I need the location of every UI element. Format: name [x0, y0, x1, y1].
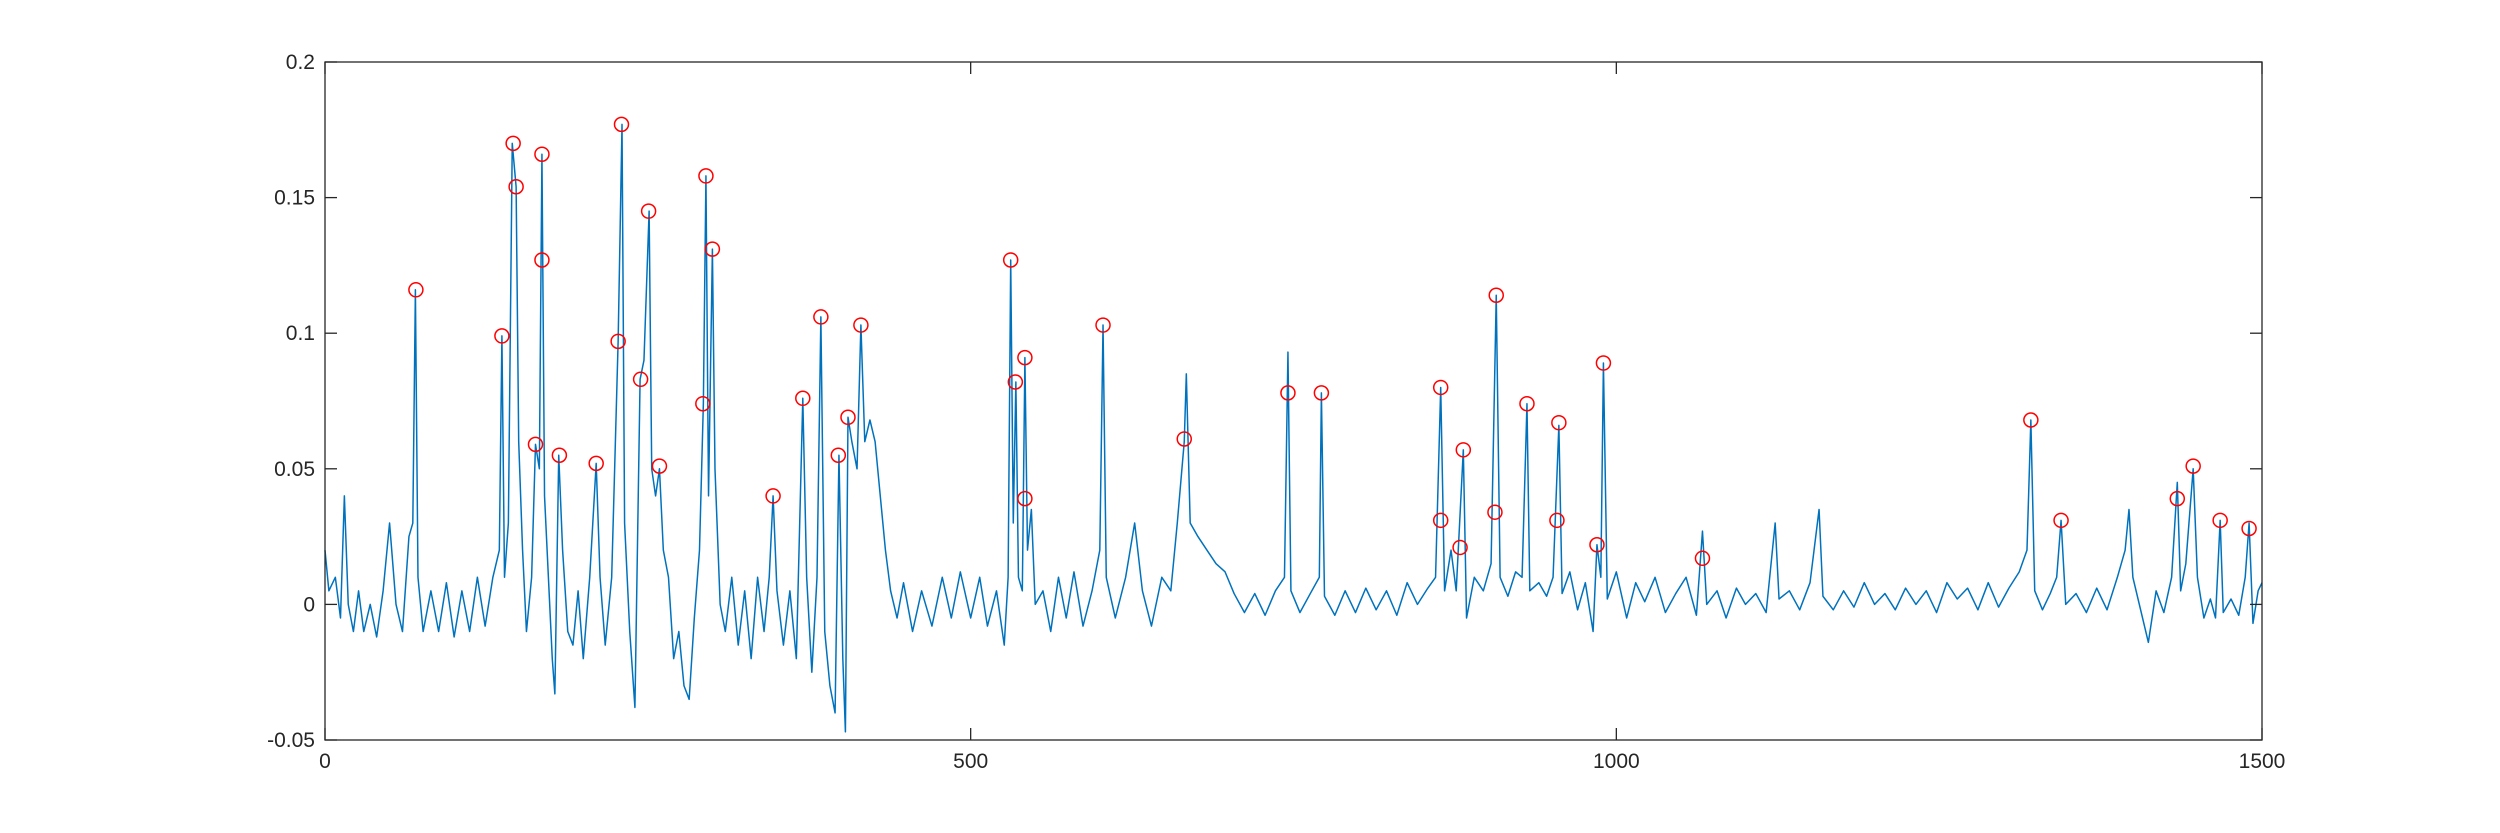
peak-marker — [1487, 504, 1503, 520]
peak-marker — [651, 458, 668, 474]
peak-marker — [853, 317, 869, 333]
peak-marker — [494, 328, 510, 344]
peak-marker — [1313, 385, 1330, 401]
peak-marker — [2023, 412, 2039, 428]
peak-marker — [505, 135, 521, 152]
y-tick-label: -0.05 — [267, 729, 315, 752]
peak-marker — [765, 488, 781, 504]
x-tick-label: 0 — [319, 750, 331, 773]
peak-marker — [2185, 458, 2201, 474]
x-tick-label: 1500 — [2239, 750, 2286, 773]
peak-marker — [1095, 317, 1111, 333]
x-tick-label: 1000 — [1593, 750, 1640, 773]
signal-line — [324, 123, 2263, 733]
peak-marker — [1432, 512, 1449, 529]
y-tick-label: 0.05 — [274, 458, 315, 481]
peak-marker — [551, 447, 568, 463]
peak-marker — [695, 395, 711, 412]
peak-marker — [704, 241, 721, 257]
peak-marker — [1002, 252, 1019, 268]
peak-marker — [830, 447, 847, 463]
peak-marker — [1432, 379, 1449, 396]
peak-marker — [1488, 287, 1504, 303]
peak-marker — [534, 146, 550, 162]
peak-marker — [1176, 431, 1193, 447]
axes-box — [324, 61, 2263, 741]
peak-marker — [2053, 512, 2069, 529]
peak-marker — [1280, 385, 1296, 401]
peak-marker — [1017, 490, 1033, 507]
y-tick-label: 0.2 — [286, 51, 315, 74]
axes-background — [325, 62, 2262, 740]
peak-marker — [1519, 395, 1535, 412]
peak-marker — [2241, 520, 2257, 537]
peak-marker — [1017, 349, 1033, 366]
peak-marker — [1694, 550, 1711, 567]
peak-marker — [2169, 490, 2186, 507]
peak-marker — [1551, 414, 1567, 431]
y-tick-label: 0.15 — [274, 187, 315, 210]
peak-marker — [632, 371, 649, 388]
peak-marker — [1452, 539, 1468, 556]
peak-marker — [508, 179, 524, 195]
peak-marker — [610, 333, 626, 350]
peak-marker — [1007, 374, 1024, 390]
peak-marker — [588, 455, 604, 472]
peak-marker — [640, 203, 657, 219]
peak-marker — [840, 409, 856, 426]
peak-marker — [613, 116, 630, 133]
y-tick-label: 0 — [303, 593, 315, 616]
peak-marker — [534, 252, 550, 268]
peak-marker — [1455, 442, 1472, 458]
peak-marker — [2212, 512, 2228, 529]
peak-marker — [527, 436, 544, 453]
peak-marker — [1549, 512, 1565, 529]
x-tick-label: 500 — [953, 750, 988, 773]
peak-marker — [1589, 536, 1605, 553]
peak-marker — [408, 282, 424, 298]
peak-marker — [698, 168, 714, 184]
peak-marker — [795, 390, 811, 407]
peak-marker — [813, 309, 829, 325]
y-tick-label: 0.1 — [286, 322, 315, 345]
peak-marker — [1595, 355, 1612, 371]
